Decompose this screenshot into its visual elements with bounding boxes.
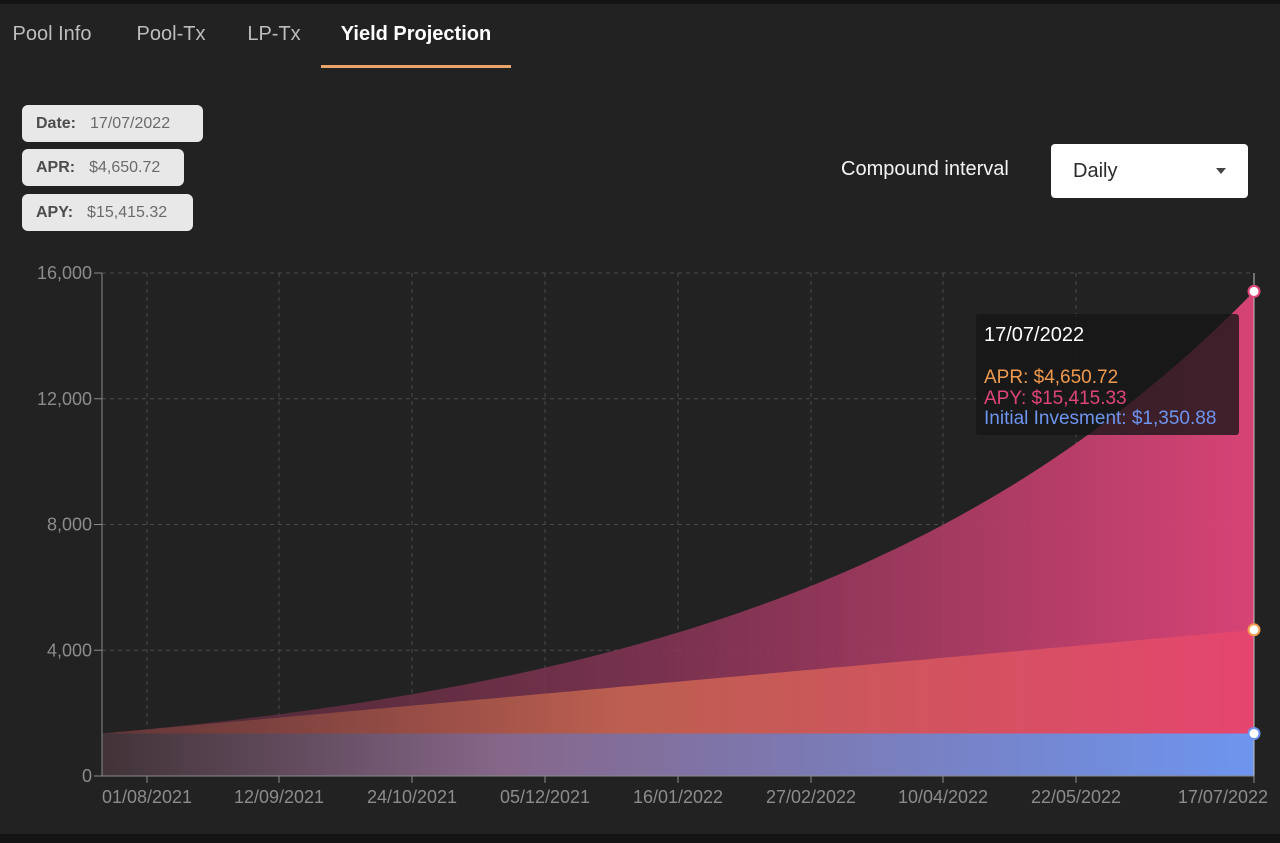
initial-investment-area xyxy=(102,733,1254,776)
apr-point xyxy=(1247,623,1261,637)
apr-value: $4,650.72 xyxy=(89,159,161,176)
x-tick-label: 05/12/2021 xyxy=(500,787,590,807)
date-badge: Date: 17/07/2022 xyxy=(22,105,203,142)
tab-pool-info[interactable]: Pool Info xyxy=(12,23,92,45)
y-tick-label: 12,000 xyxy=(37,389,92,409)
y-tick-label: 8,000 xyxy=(47,515,92,535)
apr-key: APR: xyxy=(36,159,76,176)
date-key: Date: xyxy=(36,115,77,132)
x-tick-label: 01/08/2021 xyxy=(102,787,192,807)
x-tick-label: 27/02/2022 xyxy=(766,787,856,807)
tooltip-apr-label: APR: xyxy=(984,367,1029,388)
active-tab-indicator xyxy=(321,65,511,68)
x-tick-label: 17/07/2022 xyxy=(1178,787,1268,807)
tab-bar: Pool Info Pool-Tx LP-Tx Yield Projection xyxy=(0,4,1280,68)
tooltip-date: 17/07/2022 xyxy=(984,324,1085,346)
tooltip-initial-label: Initial Invesment: xyxy=(984,408,1127,429)
apy-key: APY: xyxy=(36,204,74,221)
tooltip-apy-label: APY: xyxy=(984,388,1027,409)
compound-interval-value: Daily xyxy=(1073,160,1118,182)
initial-investment-point xyxy=(1247,727,1261,741)
tooltip-initial-value: $1,350.88 xyxy=(1131,408,1217,429)
tab-lp-tx[interactable]: LP-Tx xyxy=(247,23,301,45)
top-border xyxy=(0,0,1280,4)
apy-badge: APY: $15,415.32 xyxy=(22,194,193,231)
x-tick-label: 12/09/2021 xyxy=(234,787,324,807)
apy-area xyxy=(102,291,1254,776)
compound-interval-label: Compound interval xyxy=(841,158,1009,180)
y-tick-label: 4,000 xyxy=(47,640,92,660)
apy-value: $15,415.32 xyxy=(87,204,168,221)
tab-yield-projection[interactable]: Yield Projection xyxy=(340,23,492,45)
compound-interval-select[interactable]: Daily xyxy=(1051,144,1248,198)
y-tick-label: 16,000 xyxy=(37,263,92,283)
tooltip-apy-value: $15,415.33 xyxy=(1031,388,1127,409)
y-tick-label: 0 xyxy=(82,766,92,786)
x-tick-label: 16/01/2022 xyxy=(633,787,723,807)
date-value: 17/07/2022 xyxy=(90,115,171,132)
x-tick-label: 22/05/2022 xyxy=(1031,787,1121,807)
tab-pool-tx[interactable]: Pool-Tx xyxy=(136,23,206,45)
tooltip-initial: Initial Invesment: $1,350.88 xyxy=(984,408,1216,430)
x-tick-label: 10/04/2022 xyxy=(898,787,988,807)
tooltip-apy: APY: $15,415.33 xyxy=(984,388,1127,410)
apy-point xyxy=(1247,284,1261,298)
tooltip-apr-value: $4,650.72 xyxy=(1033,367,1119,388)
chart-tooltip: 17/07/2022 APR: $4,650.72 APY: $15,415.3… xyxy=(976,314,1239,435)
chevron-down-icon xyxy=(1216,168,1226,174)
apr-badge: APR: $4,650.72 xyxy=(22,149,184,186)
yield-chart: 0 4,000 8,000 12,000 16,000 01/08/2021 12/09/2… xyxy=(37,263,1268,807)
x-tick-label: 24/10/2021 xyxy=(367,787,457,807)
tooltip-apr: APR: $4,650.72 xyxy=(984,367,1118,389)
bottom-border xyxy=(0,834,1280,843)
